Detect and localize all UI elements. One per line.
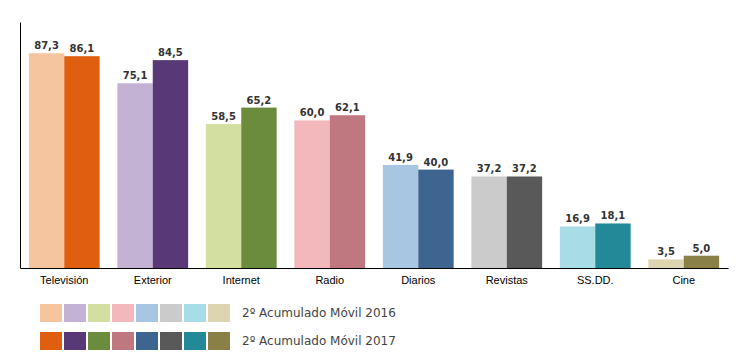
x-tick-label: Televisión — [40, 274, 88, 286]
legend-swatch — [64, 332, 86, 350]
plot: 87,3 75,1 58,5 60,0 41,9 37,2 16,9 3,5 86,1 84,5 6… — [21, 23, 729, 286]
legend-swatch — [112, 332, 134, 350]
bar — [29, 53, 64, 268]
bar — [153, 60, 188, 268]
x-tick-label: Cine — [672, 274, 695, 286]
legend-swatch — [40, 304, 62, 322]
bar — [330, 115, 365, 268]
legend-label: 2º Acumulado Móvil 2017 — [242, 334, 396, 348]
x-tick-label: Radio — [315, 274, 344, 286]
x-tick: Radio — [315, 268, 344, 286]
legend-swatch — [64, 304, 86, 322]
legend-swatch — [208, 332, 230, 350]
data-label: 18,1 — [601, 210, 626, 221]
y-axis-line — [20, 23, 21, 269]
bar — [418, 170, 453, 268]
data-label: 86,1 — [70, 43, 95, 54]
data-label: 75,1 — [123, 70, 148, 81]
x-tick-label: SS.DD. — [577, 274, 614, 286]
data-label: 40,0 — [424, 157, 449, 168]
bar — [206, 124, 241, 268]
bar — [117, 83, 152, 268]
chart: 87,3 75,1 58,5 60,0 41,9 37,2 16,9 3,5 86,1 84,5 6… — [0, 0, 740, 364]
bar-series — [64, 56, 719, 268]
data-label: 84,5 — [158, 47, 183, 58]
bar — [560, 226, 595, 268]
legend: 2º Acumulado Móvil 2016 2º Acumulado Móvi… — [40, 304, 396, 350]
data-label: 60,0 — [300, 107, 325, 118]
legend-item: 2º Acumulado Móvil 2017 — [40, 332, 396, 350]
x-tick: Internet — [223, 268, 260, 286]
legend-swatch — [136, 304, 158, 322]
x-axis: Televisión Exterior Internet Radio Diarios Re… — [21, 268, 729, 286]
data-label: 87,3 — [34, 40, 59, 51]
bars — [29, 53, 719, 268]
bar — [595, 223, 630, 268]
legend-swatch — [88, 304, 110, 322]
bar — [241, 108, 276, 268]
legend-swatch — [112, 304, 134, 322]
x-tick: SS.DD. — [577, 268, 614, 286]
legend-swatch — [184, 304, 206, 322]
data-label-series: 86,1 84,5 65,2 62,1 40,0 37,2 18,1 5,0 — [70, 43, 711, 254]
data-labels: 87,3 75,1 58,5 60,0 41,9 37,2 16,9 3,5 86,1 84,5 6… — [34, 40, 710, 257]
x-tick: Revistas — [486, 268, 529, 286]
x-tick: Exterior — [134, 268, 172, 286]
bar — [294, 120, 329, 268]
bar-series — [29, 53, 684, 268]
data-label: 16,9 — [565, 213, 590, 224]
bar — [383, 165, 418, 268]
data-label: 5,0 — [693, 243, 711, 254]
legend-swatch — [184, 332, 206, 350]
bar — [471, 176, 506, 268]
bar — [648, 259, 683, 268]
x-tick: Televisión — [40, 268, 88, 286]
data-label: 41,9 — [388, 152, 413, 163]
y-axis — [20, 23, 21, 269]
legend-swatch — [160, 304, 182, 322]
bar — [507, 176, 542, 268]
legend-swatch — [88, 332, 110, 350]
legend-swatch — [40, 332, 62, 350]
data-label: 3,5 — [657, 246, 675, 257]
data-label: 37,2 — [512, 163, 537, 174]
x-tick-label: Internet — [223, 274, 260, 286]
data-label: 65,2 — [247, 95, 272, 106]
data-label: 62,1 — [335, 102, 360, 113]
bar — [684, 256, 719, 268]
data-label: 58,5 — [211, 111, 236, 122]
data-label-series: 87,3 75,1 58,5 60,0 41,9 37,2 16,9 3,5 — [34, 40, 675, 257]
legend-swatch — [160, 332, 182, 350]
x-tick-label: Diarios — [401, 274, 436, 286]
x-tick: Cine — [672, 268, 695, 286]
legend-item: 2º Acumulado Móvil 2016 — [40, 304, 396, 322]
legend-swatch — [136, 332, 158, 350]
bar — [64, 56, 99, 268]
x-axis-line — [21, 268, 729, 269]
x-tick: Diarios — [401, 268, 436, 286]
data-label: 37,2 — [477, 163, 502, 174]
x-tick-label: Exterior — [134, 274, 172, 286]
x-tick-label: Revistas — [486, 274, 529, 286]
legend-label: 2º Acumulado Móvil 2016 — [242, 306, 396, 320]
legend-swatch — [208, 304, 230, 322]
